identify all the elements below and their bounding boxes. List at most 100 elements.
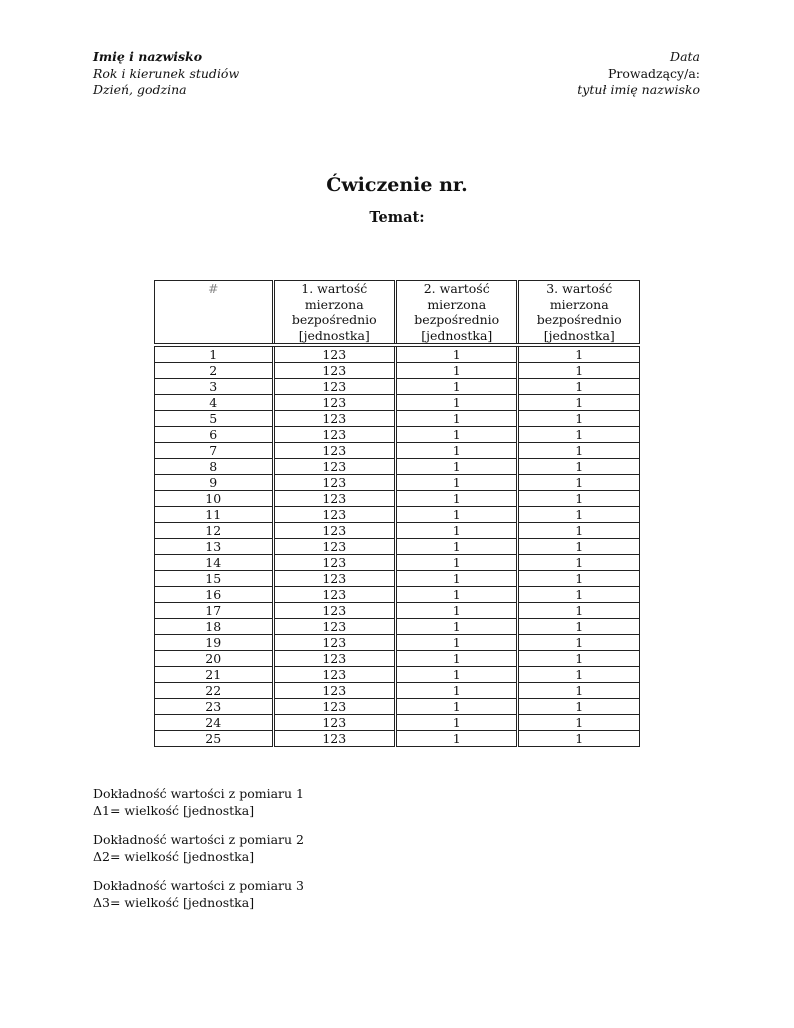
table-cell: 123 <box>271 490 397 507</box>
table-cell: 1 <box>393 618 519 635</box>
table-cell: 1 <box>516 554 640 571</box>
table-cell: 18 <box>154 618 274 635</box>
table-cell: 123 <box>271 650 397 667</box>
table-cell: 1 <box>516 634 640 651</box>
table-row: 18 123 1 1 <box>154 618 640 635</box>
note-value: Δ3= wielkość [jednostka] <box>93 894 255 910</box>
note-value: Δ2= wielkość [jednostka] <box>93 848 255 864</box>
table-row: 11 123 1 1 <box>154 506 640 523</box>
table-cell: 16 <box>154 586 274 603</box>
table-cell: 25 <box>154 730 274 747</box>
table-cell: 8 <box>154 458 274 475</box>
table-row: 9 123 1 1 <box>154 474 640 491</box>
table-cell: 1 <box>516 730 640 747</box>
table-cell: 123 <box>271 730 397 747</box>
table-cell: 24 <box>154 714 274 731</box>
table-cell: 1 <box>393 458 519 475</box>
table-cell: 1 <box>516 426 640 443</box>
table-cell: 1 <box>393 538 519 555</box>
column-header-line: 1. wartość <box>301 281 368 296</box>
table-row: 22 123 1 1 <box>154 682 640 699</box>
table-cell: 1 <box>393 730 519 747</box>
table-row: 8 123 1 1 <box>154 458 640 475</box>
column-header: # <box>154 280 274 346</box>
table-row: 20 123 1 1 <box>154 650 640 667</box>
table-cell: 1 <box>393 522 519 539</box>
table-cell: 123 <box>271 344 397 363</box>
table-row: 17 123 1 1 <box>154 602 640 619</box>
column-header: 3. wartość mierzona bezpośrednio [jednostka… <box>516 280 640 346</box>
table-cell: 6 <box>154 426 274 443</box>
table-row: 3 123 1 1 <box>154 378 640 395</box>
table-cell: 1 <box>516 682 640 699</box>
table-cell: 1 <box>516 394 640 411</box>
table-row: 23 123 1 1 <box>154 698 640 715</box>
measurement-table: #1. wartość mierzona bezpośrednio [jednostk… <box>154 280 640 747</box>
table-cell: 1 <box>516 506 640 523</box>
table-row: 10 123 1 1 <box>154 490 640 507</box>
instructor-name: tytuł imię nazwisko <box>577 82 700 97</box>
table-cell: 1 <box>516 474 640 491</box>
table-cell: 22 <box>154 682 274 699</box>
table-cell: 123 <box>271 570 397 587</box>
column-header-line: bezpośrednio <box>536 312 622 327</box>
column-header-line: 3. wartość <box>546 281 613 296</box>
table-cell: 123 <box>271 426 397 443</box>
table-cell: 1 <box>393 490 519 507</box>
table-cell: 1 <box>393 602 519 619</box>
table-cell: 1 <box>516 442 640 459</box>
table-cell: 10 <box>154 490 274 507</box>
table-cell: 1 <box>393 650 519 667</box>
column-header-line: mierzona <box>549 296 609 312</box>
table-cell: 123 <box>271 698 397 715</box>
table-row: 13 123 1 1 <box>154 538 640 555</box>
table-cell: 1 <box>516 378 640 395</box>
table-cell: 123 <box>271 666 397 683</box>
table-cell: 4 <box>154 394 274 411</box>
table-cell: 1 <box>393 714 519 731</box>
table-cell: 1 <box>393 506 519 523</box>
table-row: 24 123 1 1 <box>154 714 640 731</box>
table-cell: 11 <box>154 506 274 523</box>
table-cell: 2 <box>154 362 274 379</box>
table-cell: 1 <box>393 344 519 363</box>
table-cell: 5 <box>154 410 274 427</box>
table-cell: 1 <box>393 634 519 651</box>
day-time: Dzień, godzina <box>93 82 187 97</box>
table-cell: 1 <box>516 586 640 603</box>
table-cell: 1 <box>393 442 519 459</box>
table-cell: 1 <box>516 666 640 683</box>
accuracy-note: Dokładność wartości z pomiaru 2 Δ2= wielk… <box>93 832 304 865</box>
accuracy-notes: Dokładność wartości z pomiaru 1 Δ1= wielk… <box>93 786 304 924</box>
table-cell: 123 <box>271 714 397 731</box>
table-cell: 12 <box>154 522 274 539</box>
table-cell: 1 <box>516 522 640 539</box>
column-header-line: bezpośrednio <box>414 312 500 327</box>
table-cell: 1 <box>393 682 519 699</box>
table-cell: 1 <box>393 426 519 443</box>
table-row: 15 123 1 1 <box>154 570 640 587</box>
table-cell: 1 <box>393 474 519 491</box>
table-cell: 1 <box>393 570 519 587</box>
table-cell: 123 <box>271 410 397 427</box>
note-label: Dokładność wartości z pomiaru 3 <box>93 878 304 893</box>
table-cell: 1 <box>393 410 519 427</box>
table-cell: 123 <box>271 362 397 379</box>
table-row: 5 123 1 1 <box>154 410 640 427</box>
table-cell: 13 <box>154 538 274 555</box>
table-row: 25 123 1 1 <box>154 730 640 747</box>
instructor-label: Prowadzący/a: <box>607 65 700 81</box>
header-left: Imię i nazwisko Rok i kierunek studiów D… <box>93 49 239 99</box>
note-value: Δ1= wielkość [jednostka] <box>93 802 255 818</box>
table-row: 12 123 1 1 <box>154 522 640 539</box>
column-header-line: mierzona <box>427 296 487 312</box>
table-row: 16 123 1 1 <box>154 586 640 603</box>
table-row: 2 123 1 1 <box>154 362 640 379</box>
note-label: Dokładność wartości z pomiaru 2 <box>93 832 304 847</box>
study-year: Rok i kierunek studiów <box>93 65 240 81</box>
column-header-line: mierzona <box>304 296 364 312</box>
table-cell: 1 <box>393 666 519 683</box>
table-cell: 123 <box>271 506 397 523</box>
table-cell: 1 <box>516 458 640 475</box>
